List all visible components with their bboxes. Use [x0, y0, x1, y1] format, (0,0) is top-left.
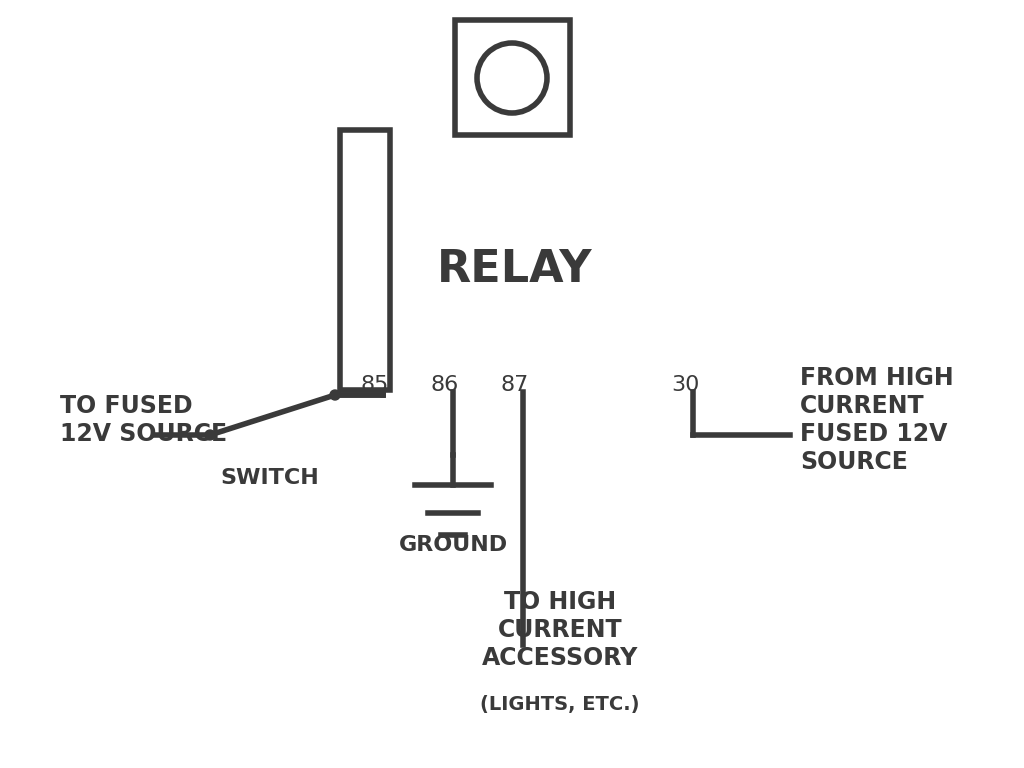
Text: 85: 85 [360, 375, 389, 395]
Circle shape [205, 430, 215, 440]
Text: TO FUSED
12V SOURCE: TO FUSED 12V SOURCE [60, 394, 227, 446]
Bar [455, 20, 570, 135]
Text: GROUND: GROUND [398, 535, 508, 555]
Text: SWITCH: SWITCH [220, 468, 319, 488]
Text: 87: 87 [501, 375, 529, 395]
Text: TO HIGH
CURRENT
ACCESSORY: TO HIGH CURRENT ACCESSORY [482, 590, 638, 670]
Text: 86: 86 [431, 375, 459, 395]
Circle shape [330, 390, 340, 400]
Text: (LIGHTS, ETC.): (LIGHTS, ETC.) [480, 695, 640, 714]
Text: FROM HIGH
CURRENT
FUSED 12V
SOURCE: FROM HIGH CURRENT FUSED 12V SOURCE [800, 366, 953, 474]
Text: 30: 30 [671, 375, 699, 395]
Circle shape [477, 43, 547, 113]
Bar [340, 130, 390, 390]
Text: RELAY: RELAY [437, 249, 593, 292]
